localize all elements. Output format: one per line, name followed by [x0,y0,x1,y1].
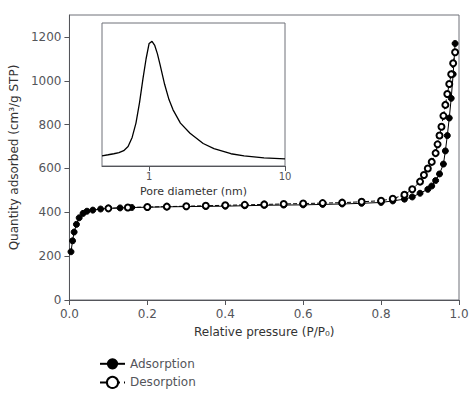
svg-text:Pore diameter (nm): Pore diameter (nm) [140,185,247,198]
svg-text:800: 800 [39,118,62,132]
svg-text:200: 200 [39,249,62,263]
svg-text:Adsorption: Adsorption [130,357,195,371]
svg-text:Desorption: Desorption [130,375,196,389]
svg-text:600: 600 [39,161,62,175]
svg-text:0.0: 0.0 [60,307,79,321]
svg-text:Relative pressure (P/P₀): Relative pressure (P/P₀) [194,325,335,339]
svg-text:0.2: 0.2 [138,307,157,321]
svg-text:1: 1 [146,171,152,182]
svg-text:1000: 1000 [31,74,62,88]
svg-text:0: 0 [54,293,62,307]
svg-text:10: 10 [279,171,292,182]
svg-text:400: 400 [39,205,62,219]
svg-text:1200: 1200 [31,30,62,44]
svg-text:0.8: 0.8 [372,307,391,321]
svg-text:Quantity adsorbed (cm³/g STP): Quantity adsorbed (cm³/g STP) [7,65,21,251]
svg-text:1.0: 1.0 [449,307,468,321]
svg-text:0.4: 0.4 [216,307,235,321]
svg-text:0.6: 0.6 [294,307,313,321]
